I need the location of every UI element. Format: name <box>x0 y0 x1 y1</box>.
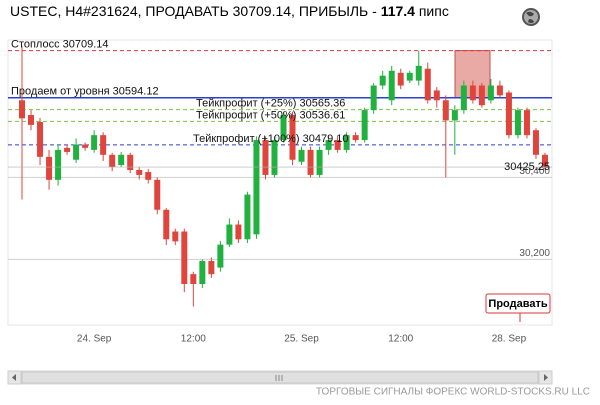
candle-body <box>172 231 179 242</box>
candle-body <box>163 209 170 240</box>
candle-body <box>181 231 188 284</box>
candle-body <box>73 144 80 160</box>
candle-body <box>118 154 125 166</box>
candle-body <box>451 110 458 121</box>
sell-button[interactable]: Продавать <box>485 293 551 322</box>
candle-body <box>217 244 224 268</box>
candle-body <box>478 85 485 106</box>
candle-body <box>64 147 71 152</box>
candle-body <box>397 72 404 86</box>
candle-body <box>469 85 476 101</box>
candle-body <box>307 149 314 175</box>
candle-body <box>460 85 467 111</box>
candle-body <box>208 261 215 275</box>
candle-body <box>91 135 98 150</box>
footer: ТОРГОВЫЕ СИГНАЛЫ ФОРЕКС WORLD-STOCKS.RU … <box>316 387 590 398</box>
level-label: Стоплосс 30709.14 <box>11 39 109 51</box>
candle-body <box>199 261 206 284</box>
candle-body <box>136 169 143 175</box>
candle-body <box>253 140 260 235</box>
header-profit: 117.4 <box>381 3 415 19</box>
candle-body <box>271 140 278 175</box>
candle-body <box>55 149 62 180</box>
x-tick-label: 12:00 <box>181 334 206 345</box>
candle-body <box>388 70 395 101</box>
plot-area <box>7 39 553 326</box>
candle-body <box>100 135 107 155</box>
candle-body <box>289 115 296 160</box>
level-label: Продаем от уровня 30594.12 <box>11 86 159 98</box>
globe-icon[interactable] <box>522 8 540 26</box>
scrollbar[interactable] <box>7 370 553 385</box>
candle-body <box>433 90 440 101</box>
candle-body <box>298 149 305 162</box>
candle-body <box>28 115 35 125</box>
header-title: USTEC, H4#231624, ПРОДАВАТЬ 30709.14, ПР… <box>10 3 377 19</box>
level-labels: Стоплосс 30709.14 Продаем от уровня 30594… <box>11 39 348 145</box>
candle-body <box>424 68 431 101</box>
candle-body <box>19 100 25 119</box>
candle-body <box>442 100 449 121</box>
y-tick-label: 30,200 <box>519 248 550 259</box>
level-label: Тейкпрофит (+25%) 30565.36 <box>196 97 345 109</box>
candle-body <box>109 154 116 168</box>
candle-body <box>262 140 269 175</box>
candle-body <box>487 85 494 101</box>
candle-body <box>82 144 89 148</box>
candle-body <box>379 75 386 86</box>
candle-body <box>244 194 251 240</box>
candle-body <box>542 154 548 168</box>
candle-body <box>415 65 422 81</box>
current-price-label: 30425.25 <box>504 161 550 173</box>
candle-body <box>145 172 152 180</box>
candle-body <box>325 140 332 150</box>
x-tick-label: 12:00 <box>388 334 413 345</box>
candle-body <box>127 154 134 170</box>
candle-body <box>46 156 53 180</box>
candle-body <box>334 140 341 150</box>
candle-body <box>280 115 287 141</box>
x-tick-label: 24. Sep <box>77 334 112 345</box>
candle-body <box>496 85 503 96</box>
candle-body <box>361 110 368 141</box>
candle-body <box>37 122 44 157</box>
candle-body <box>352 135 359 141</box>
y-tick-label: 30,400 <box>519 166 550 177</box>
candle-body <box>505 92 512 136</box>
header: USTEC, H4#231624, ПРОДАВАТЬ 30709.14, ПР… <box>10 3 449 19</box>
candle-body <box>235 224 242 240</box>
level-label: Тейкпрофит (+100%) 30479.10 <box>193 133 348 145</box>
header-unit: пипс <box>419 3 449 19</box>
candle-body <box>370 85 377 111</box>
level-label: Тейкпрофит (+50%) 30536.61 <box>196 109 345 121</box>
candle-body <box>316 149 323 175</box>
candle-body <box>343 135 350 150</box>
candle-body <box>190 274 197 284</box>
candle-body <box>523 110 530 136</box>
candle-body <box>532 130 539 155</box>
sell-button-label[interactable]: Продавать <box>488 298 547 310</box>
x-tick-label: 28. Sep <box>492 334 527 345</box>
candle-body <box>514 110 521 136</box>
x-tick-label: 25. Sep <box>284 334 319 345</box>
candle-body <box>154 179 161 210</box>
candle-body <box>226 224 233 245</box>
candle-body <box>406 72 413 81</box>
